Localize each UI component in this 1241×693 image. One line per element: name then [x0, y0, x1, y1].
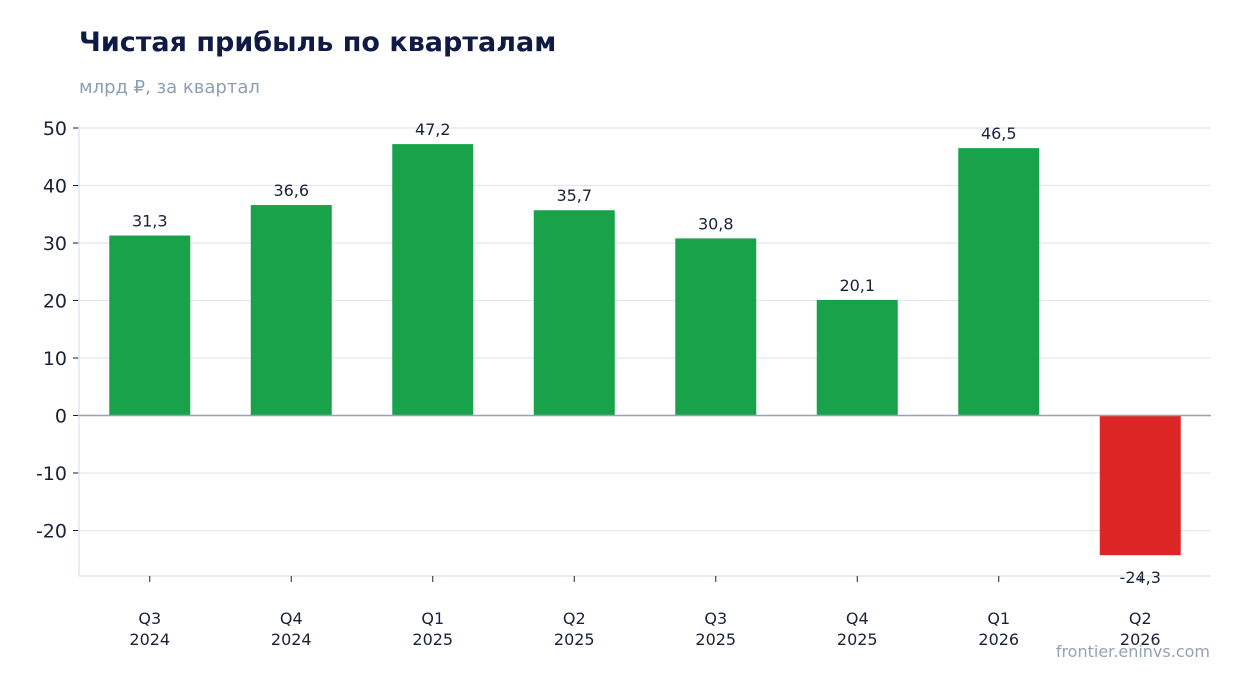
bar [533, 210, 615, 416]
chart-title: Чистая прибыль по кварталам [79, 27, 557, 58]
x-tick-label-year: 2024 [129, 630, 170, 649]
x-tick-label-quarter: Q1 [421, 609, 444, 628]
bar-value-label: 46,5 [981, 124, 1017, 143]
y-tick-label: 0 [55, 406, 67, 428]
x-tick-label-quarter: Q2 [563, 609, 586, 628]
x-tick-label-quarter: Q2 [1129, 609, 1152, 628]
chart-subtitle: млрд ₽, за квартал [79, 77, 260, 98]
bar [109, 235, 191, 416]
bar-value-label: 30,8 [698, 214, 734, 233]
bar-value-label: 36,6 [273, 181, 309, 200]
x-tick-label-year: 2024 [271, 630, 312, 649]
bar-value-label: -24,3 [1120, 568, 1161, 587]
x-tick-label-year: 2025 [554, 630, 595, 649]
bar [675, 238, 757, 416]
x-tick-label-year: 2025 [412, 630, 453, 649]
bar [1099, 415, 1181, 556]
x-tick-label-year: 2026 [978, 630, 1019, 649]
y-tick-label: 40 [43, 176, 67, 198]
y-tick-label: 50 [43, 118, 67, 140]
gridlines [79, 127, 1211, 532]
x-tick-label-year: 2025 [837, 630, 878, 649]
y-tick-label: 20 [43, 291, 67, 313]
bar [250, 205, 332, 416]
bar [392, 144, 474, 416]
x-tick-label-year: 2025 [695, 630, 736, 649]
y-tick-label: 30 [43, 233, 67, 255]
y-tick-label: 10 [43, 348, 67, 370]
x-tick-label-quarter: Q3 [138, 609, 161, 628]
x-tick-label-quarter: Q4 [846, 609, 869, 628]
bars [109, 144, 1181, 556]
y-tick-label: -20 [36, 521, 67, 543]
bar-value-label: 31,3 [132, 212, 168, 231]
data-labels: 31,3 36,6 47,2 35,7 30,8 20,1 46,5 -24,3 [79, 120, 1211, 587]
watermark: frontier.eninvs.com [1055, 642, 1210, 661]
bar-value-label: 47,2 [415, 120, 451, 139]
bar-value-label: 20,1 [839, 276, 875, 295]
x-tick-label-year: 2026 [1120, 630, 1161, 649]
bar [816, 299, 898, 416]
bar-value-label: 35,7 [556, 186, 592, 205]
y-tick-label: -10 [36, 463, 67, 485]
x-tick-label-quarter: Q3 [704, 609, 727, 628]
axes: 50 40 30 20 10 0 -10 -20 Q3 2024 Q4 2024 Q1 2025 Q2 202… [36, 118, 1211, 649]
bar [958, 148, 1040, 416]
x-tick-label-quarter: Q4 [280, 609, 303, 628]
x-tick-label-quarter: Q1 [987, 609, 1010, 628]
